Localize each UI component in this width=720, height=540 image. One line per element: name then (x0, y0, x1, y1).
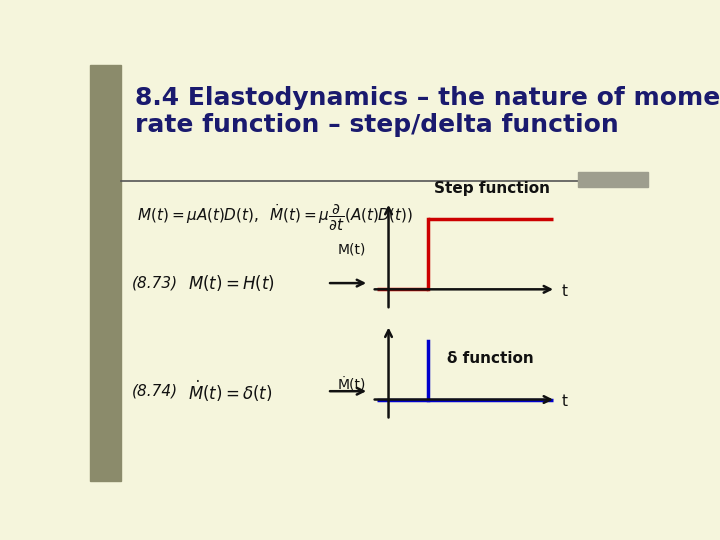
Bar (90, 65, 121, 481)
Text: Step function: Step function (434, 181, 550, 196)
Text: t: t (562, 284, 567, 299)
Text: $M(t)= H(t)$: $M(t)= H(t)$ (188, 273, 274, 293)
Text: 8.4 Elastodynamics – the nature of moment
rate function – step/delta function: 8.4 Elastodynamics – the nature of momen… (135, 85, 720, 137)
Text: t: t (562, 394, 567, 409)
Text: (8.74): (8.74) (132, 384, 178, 399)
Text: Ṁ(t): Ṁ(t) (338, 378, 366, 392)
Text: M(t): M(t) (338, 243, 366, 257)
Bar (578, 172, 648, 187)
Text: $M(t)= \mu A(t)D(t), \;\; \dot{M}(t)= \mu \dfrac{\partial}{\partial t}(A(t)D(t)): $M(t)= \mu A(t)D(t), \;\; \dot{M}(t)= \m… (138, 202, 414, 233)
Text: $\dot{M}(t)= \delta(t)$: $\dot{M}(t)= \delta(t)$ (188, 379, 272, 404)
Text: δ function: δ function (447, 352, 534, 366)
Text: (8.73): (8.73) (132, 275, 178, 291)
